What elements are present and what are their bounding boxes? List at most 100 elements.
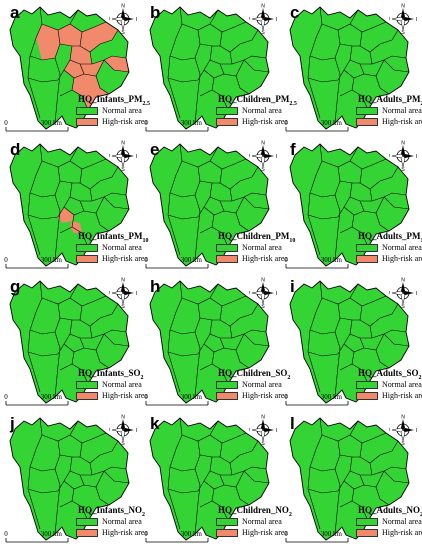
prefecture-boundary	[167, 214, 199, 220]
panel-title-main: HQ_Children_PM	[218, 231, 290, 241]
prefecture-boundary	[209, 21, 247, 33]
legend-swatch	[216, 380, 238, 389]
legend-label: High-risk area	[382, 391, 422, 400]
prefecture-boundary	[209, 158, 247, 170]
province-outline	[9, 280, 130, 404]
province-outline	[289, 143, 410, 267]
panel-title-main: HQ_Adults_NO	[358, 505, 421, 515]
prefecture-boundary	[169, 466, 196, 472]
scale-bar: 0 300 km	[4, 530, 69, 543]
legend-swatch	[216, 517, 238, 526]
panel-title-subscript: 2.5	[289, 100, 297, 107]
legend-item-normal: Normal area	[76, 105, 148, 116]
compass-rose-icon: N S E W	[249, 278, 277, 309]
prefecture-boundary	[54, 303, 61, 398]
prefecture-boundary	[169, 55, 196, 61]
panel-title-subscript: 10	[421, 238, 422, 244]
prefecture-boundary	[59, 363, 73, 371]
normal-area-fill	[290, 7, 409, 129]
compass-label-w: W	[109, 154, 110, 160]
legend-swatch	[76, 117, 98, 126]
compass-label-s: S	[261, 167, 265, 171]
legend-swatch	[216, 117, 238, 126]
legend-swatch	[76, 391, 98, 400]
prefecture-boundary	[375, 349, 390, 369]
prefecture-boundary	[359, 440, 399, 464]
scale-bar: 0 300 km	[4, 119, 69, 132]
compass-rose-icon: N S E W	[109, 415, 137, 446]
compass-label-s: S	[401, 167, 405, 171]
prefecture-boundary	[41, 420, 79, 442]
legend-swatch	[356, 380, 378, 389]
scale-zero-label: 0	[284, 393, 288, 401]
compass-label-s: S	[261, 441, 265, 445]
legend-label: Normal area	[242, 106, 282, 115]
legend-label: Normal area	[242, 243, 282, 252]
prefecture-boundary	[194, 166, 201, 261]
prefecture-boundary	[103, 59, 130, 73]
legend-swatch	[216, 243, 238, 252]
prefecture-boundary	[54, 440, 61, 535]
prefecture-boundary	[57, 480, 65, 492]
scale-bar: 0 300 km	[4, 256, 69, 269]
legend-swatch	[76, 243, 98, 252]
panel-title-subscript: 2.5	[142, 100, 151, 107]
legend: Normal area High-risk area	[216, 516, 288, 538]
compass-rose-icon: N S E W	[389, 278, 417, 309]
prefecture-boundary	[167, 77, 199, 83]
normal-area-fill	[150, 144, 269, 266]
legend-label: High-risk area	[242, 254, 288, 263]
panel-title-main: HQ_Adults_SO	[358, 368, 419, 378]
compass-label-n: N	[401, 4, 405, 10]
scale-zero-label: 0	[284, 530, 288, 538]
prefecture-boundary	[383, 196, 410, 210]
province-outline	[9, 6, 130, 130]
compass-rose-icon: N S E W	[389, 141, 417, 172]
prefecture-boundary	[194, 440, 201, 535]
legend: Normal area High-risk area	[76, 516, 148, 538]
prefecture-boundary	[349, 295, 387, 307]
prefecture-boundary	[27, 77, 59, 83]
prefecture-boundary	[59, 89, 73, 97]
province-outline	[149, 280, 270, 404]
legend: Normal area High-risk area	[216, 379, 288, 401]
compass-label-e: E	[136, 17, 137, 23]
scale-zero-label: 0	[284, 119, 288, 127]
scale-distance-label: 300 km	[41, 119, 63, 127]
panel-letter: b	[150, 3, 161, 22]
prefecture-boundary	[79, 440, 119, 464]
compass-label-s: S	[401, 441, 405, 445]
panel-title-subscript: 2	[140, 374, 144, 381]
prefecture-boundary	[69, 319, 92, 339]
province-map	[9, 6, 130, 130]
compass-label-w: W	[249, 17, 250, 23]
compass-rose-icon: N S E W	[389, 415, 417, 446]
compass-label-n: N	[261, 415, 265, 421]
legend-label: High-risk area	[242, 528, 288, 537]
panel-title: HQ_Adults_PM2.5	[358, 94, 422, 107]
legend-label: High-risk area	[102, 391, 148, 400]
prefecture-boundary	[219, 440, 259, 464]
province-map	[149, 6, 270, 130]
panel-title: HQ_Adults_NO2	[358, 505, 422, 518]
legend-label: Normal area	[242, 517, 282, 526]
prefecture-boundary	[79, 166, 119, 190]
prefecture-boundary	[199, 363, 213, 371]
panel-title-subscript: 2	[287, 374, 291, 381]
legend-label: High-risk area	[102, 117, 148, 126]
prefecture-boundary	[197, 206, 205, 218]
compass-rose-icon: N S E W	[249, 141, 277, 172]
legend-item-normal: Normal area	[356, 379, 422, 390]
prefecture-boundary	[349, 319, 372, 339]
prefecture-boundary	[337, 69, 345, 81]
panel-title-subscript: 2.5	[421, 101, 422, 107]
prefecture-boundary	[69, 456, 92, 476]
legend-swatch	[76, 528, 98, 537]
province-map	[149, 280, 270, 404]
panel-title-subscript: 10	[142, 237, 149, 244]
prefecture-boundary	[235, 349, 250, 369]
prefecture-boundary	[69, 295, 107, 307]
panel-letter: f	[290, 140, 296, 159]
